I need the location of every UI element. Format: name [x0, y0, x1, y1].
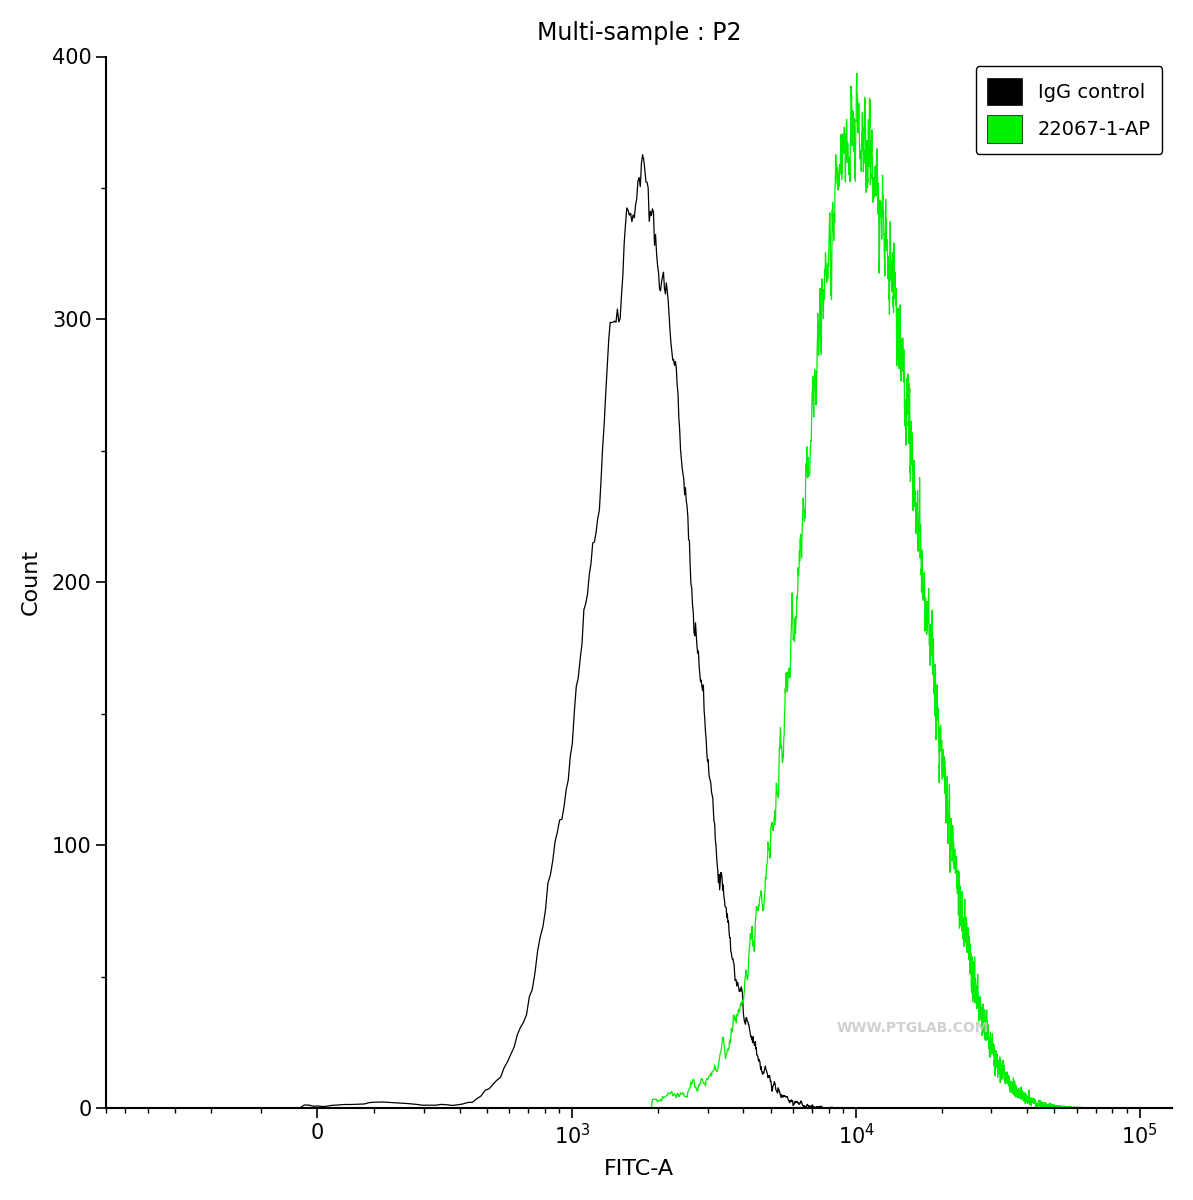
IgG control	[1108, 1102, 1123, 1116]
IgG control	[636, 148, 650, 162]
IgG control	[99, 1102, 113, 1116]
22067-1-AP	[849, 66, 864, 80]
IgG control	[1166, 1102, 1180, 1116]
Title: Multi-sample : P2: Multi-sample : P2	[537, 20, 742, 44]
Legend: IgG control, 22067-1-AP: IgG control, 22067-1-AP	[976, 66, 1162, 155]
22067-1-AP	[1137, 1102, 1151, 1116]
IgG control	[1137, 1102, 1151, 1116]
Line: 22067-1-AP: 22067-1-AP	[106, 73, 1173, 1109]
22067-1-AP	[1127, 1102, 1142, 1116]
IgG control	[784, 1094, 798, 1109]
IgG control	[1100, 1102, 1114, 1116]
22067-1-AP	[1166, 1102, 1180, 1116]
22067-1-AP	[99, 1102, 113, 1116]
Text: WWW.PTGLAB.COM: WWW.PTGLAB.COM	[836, 1021, 989, 1034]
IgG control	[1127, 1102, 1142, 1116]
22067-1-AP	[1108, 1102, 1123, 1116]
IgG control	[1039, 1102, 1053, 1116]
Line: IgG control: IgG control	[106, 155, 1173, 1109]
22067-1-AP	[1039, 1096, 1053, 1110]
22067-1-AP	[784, 658, 798, 672]
22067-1-AP	[1100, 1102, 1114, 1116]
Y-axis label: Count: Count	[20, 550, 41, 616]
X-axis label: FITC-A: FITC-A	[604, 1159, 674, 1180]
